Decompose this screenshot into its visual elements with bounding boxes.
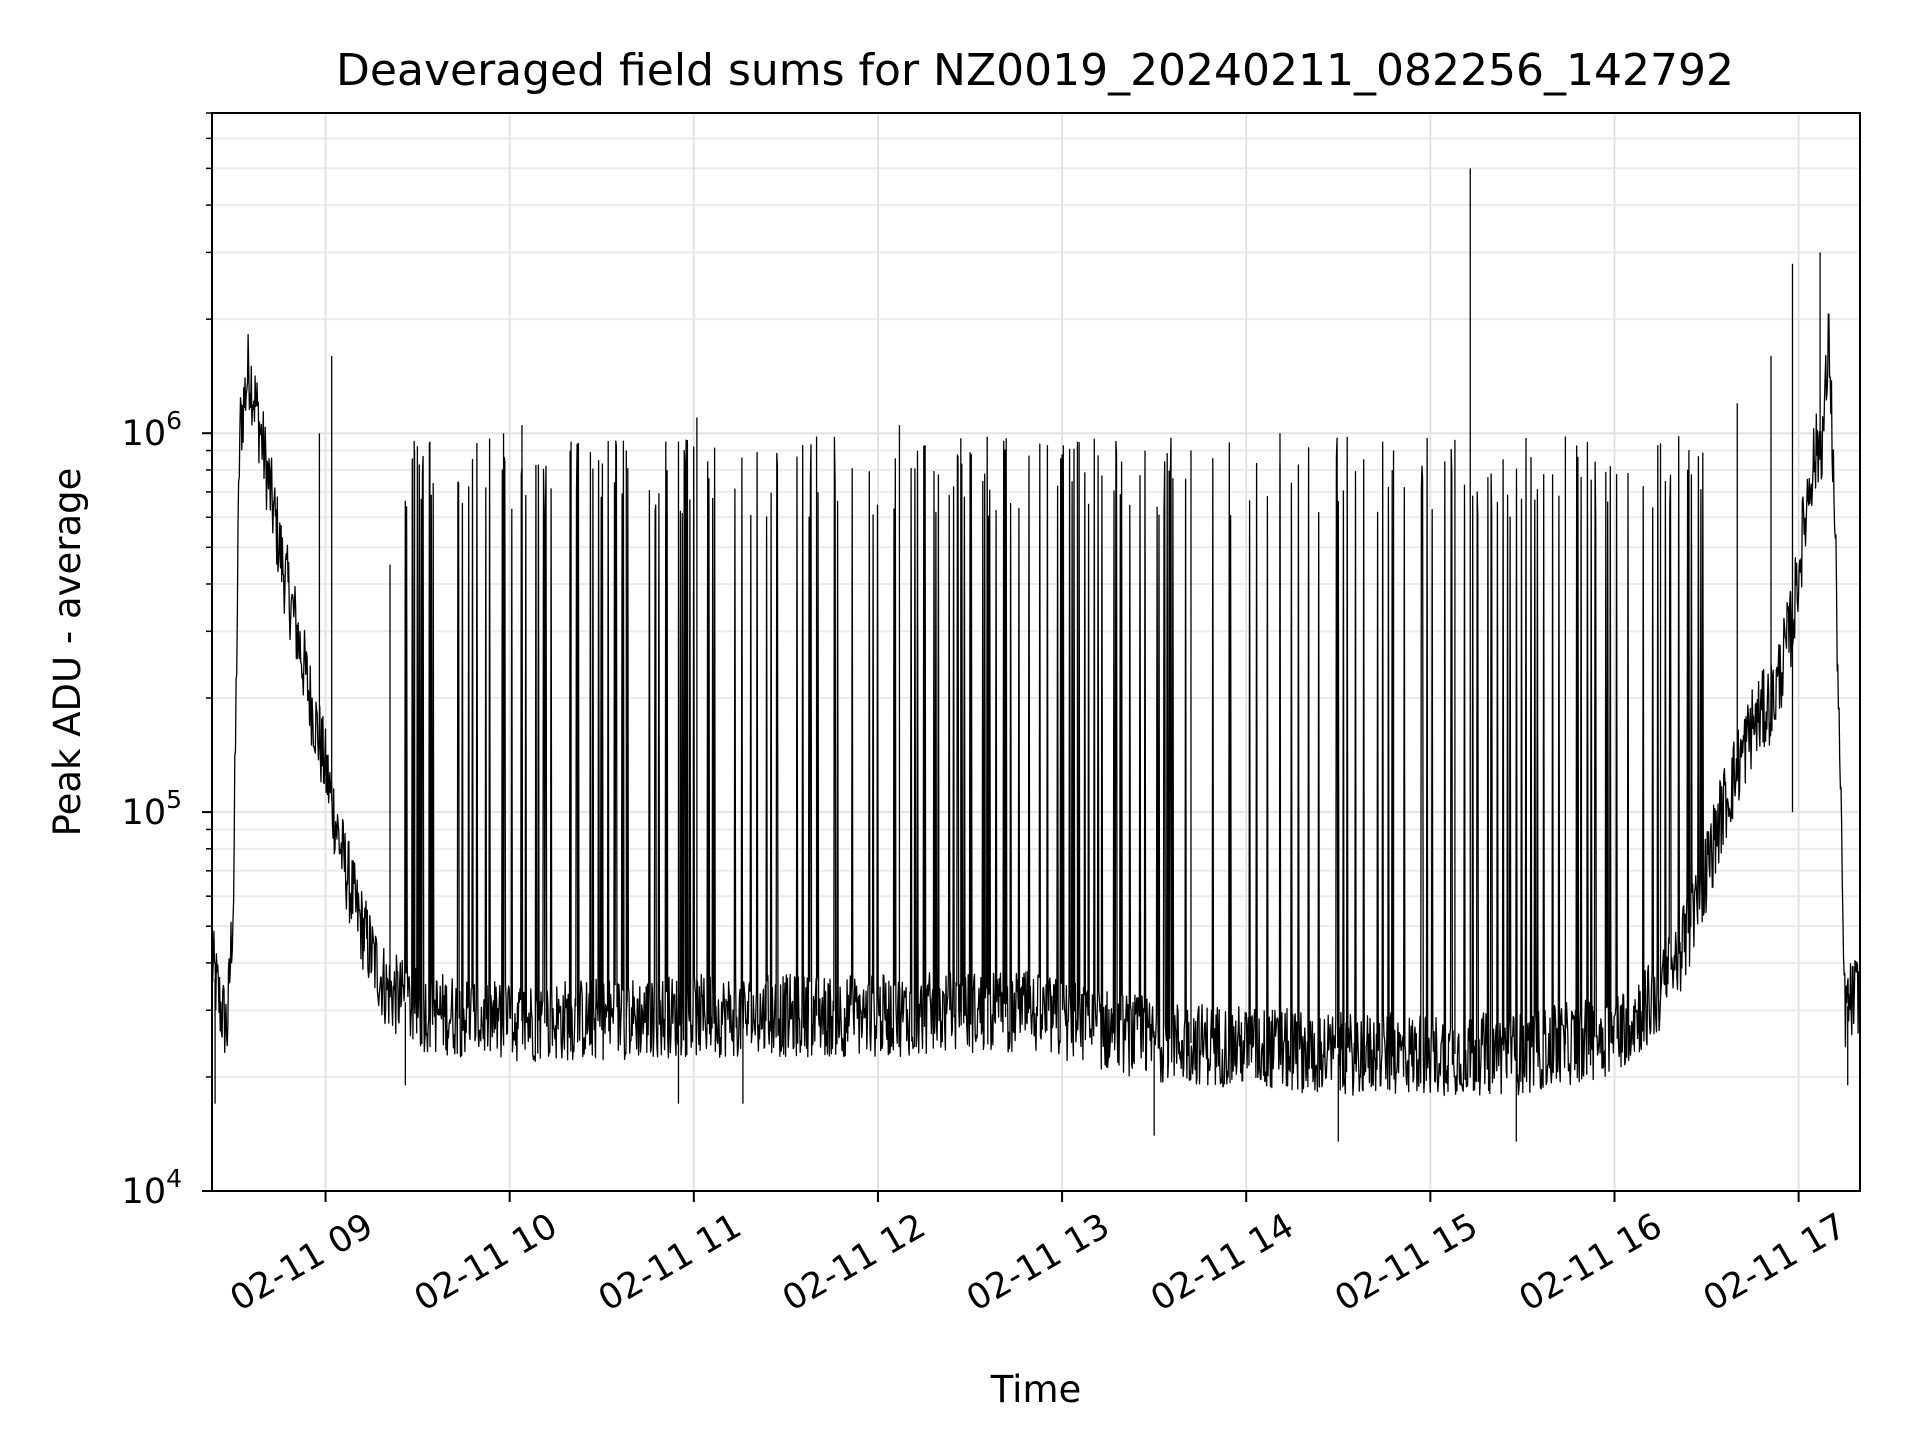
y-axis: 104 105 106: [122, 112, 212, 1212]
data-series: [211, 168, 1861, 1142]
y-tick-label: 106: [122, 406, 182, 454]
series-line: [211, 313, 1861, 1097]
plot-frame: [211, 112, 1861, 1192]
x-axis-label: Time: [990, 1368, 1082, 1411]
y-tick-label: 104: [122, 1164, 182, 1212]
y-tick-label: 105: [122, 785, 182, 833]
y-axis-label: Peak ADU - average: [46, 468, 89, 837]
chart-title: Deaveraged field sums for NZ0019_2024021…: [336, 45, 1734, 96]
